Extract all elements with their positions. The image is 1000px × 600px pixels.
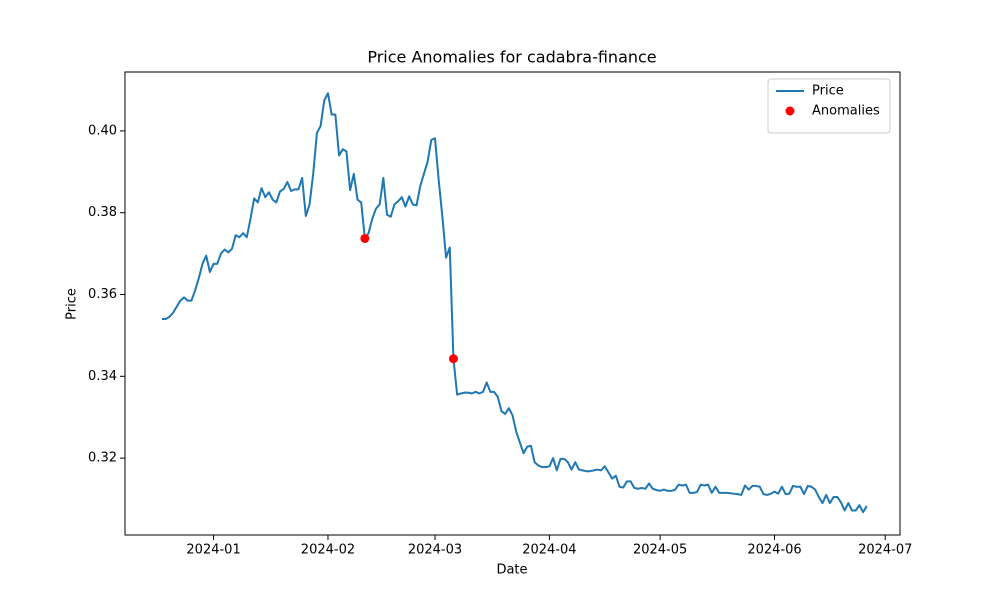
x-tick-label: 2024-03 — [408, 543, 462, 558]
plot-frame — [124, 71, 901, 536]
price-line — [161, 92, 868, 514]
y-axis-label: Price — [65, 288, 80, 320]
chart-title: Price Anomalies for cadabra-finance — [367, 48, 656, 67]
x-tick-label: 2024-04 — [522, 543, 576, 558]
y-tick-label: 0.36 — [88, 287, 117, 302]
legend-label: Price — [812, 84, 844, 99]
x-tick-label: 2024-02 — [301, 543, 355, 558]
x-tick-label: 2024-07 — [858, 543, 912, 558]
x-tick-label: 2024-06 — [747, 543, 801, 558]
legend-box — [767, 78, 891, 134]
y-tick-label: 0.40 — [88, 123, 117, 138]
y-tick-label: 0.32 — [88, 451, 117, 466]
anomaly-point — [448, 354, 458, 364]
y-tick-label: 0.38 — [88, 205, 117, 220]
x-tick-label: 2024-05 — [633, 543, 687, 558]
x-tick-label: 2024-01 — [186, 543, 240, 558]
y-tick-label: 0.34 — [88, 369, 117, 384]
anomaly-point — [360, 233, 370, 243]
legend-marker — [785, 106, 795, 116]
x-axis-label: Date — [496, 563, 527, 578]
legend-label: Anomalies — [812, 104, 880, 119]
